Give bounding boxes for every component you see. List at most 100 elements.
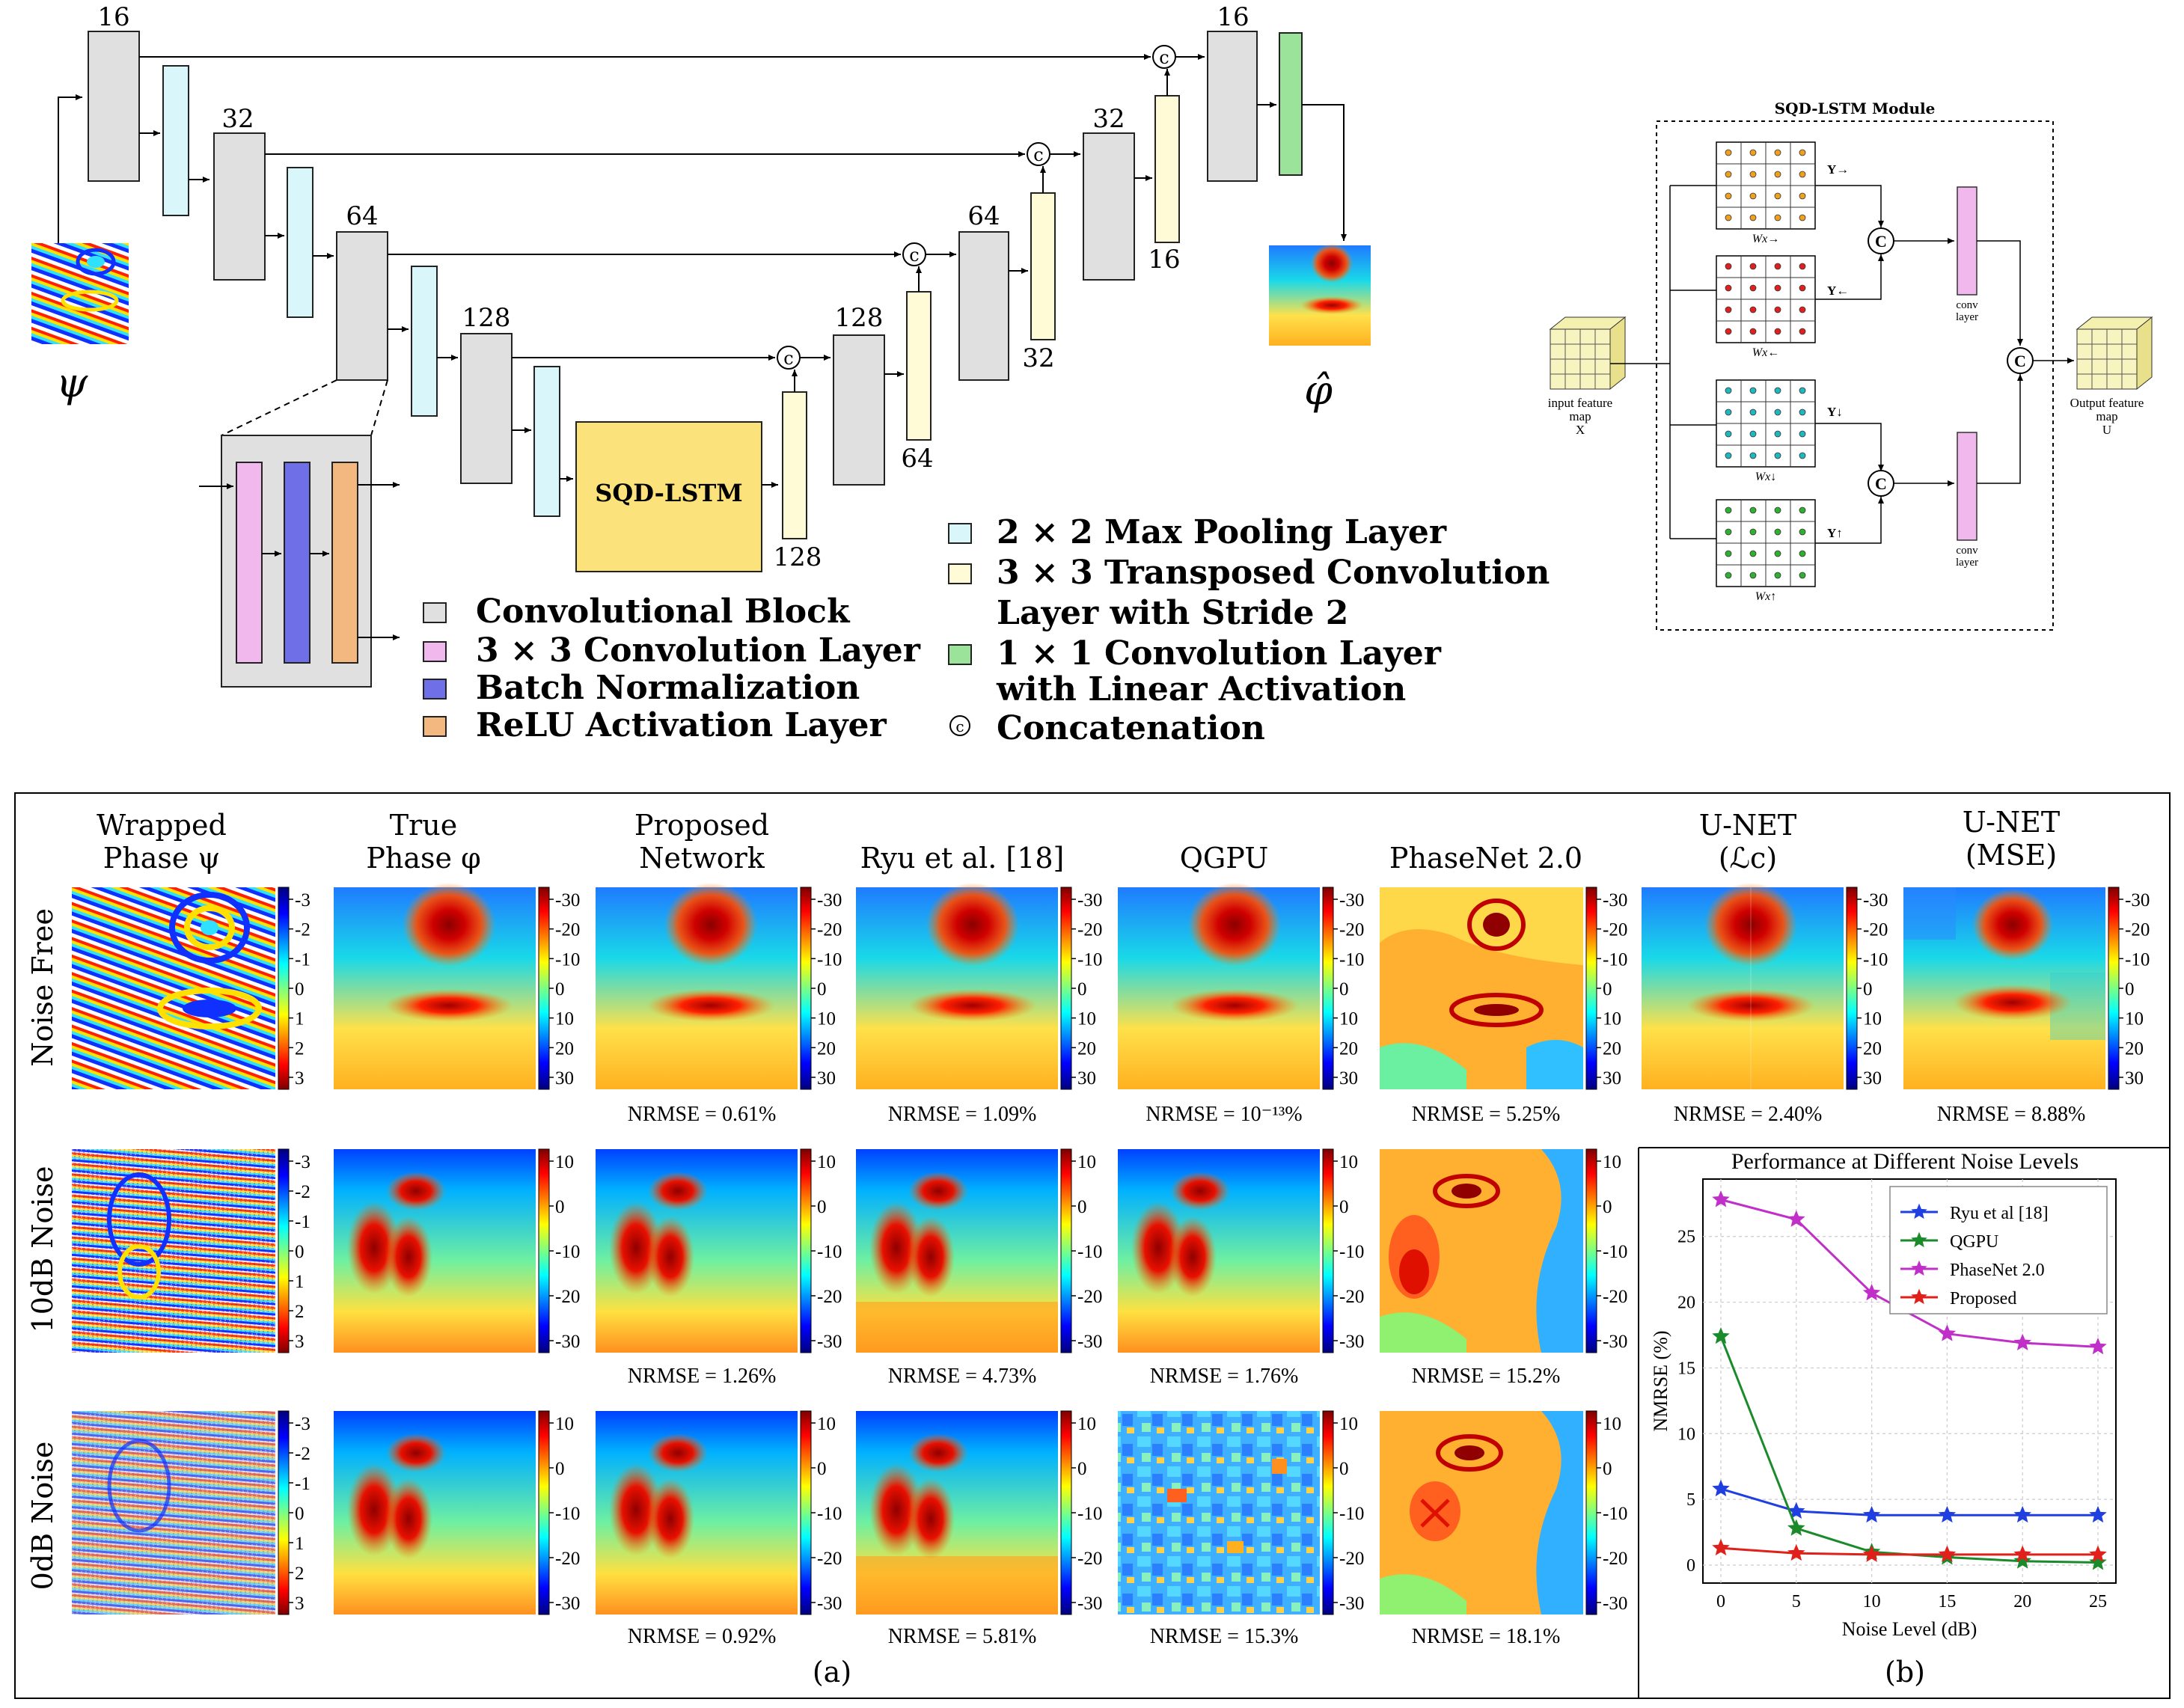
upconv-64: [906, 291, 932, 441]
nrmse-r1-ryu: NRMSE = 1.09%: [888, 1103, 1037, 1126]
sqd-conv1-label-1: conv: [1956, 299, 1978, 311]
series-0-point: [1712, 1479, 1730, 1497]
upconv-32: [1030, 192, 1056, 340]
cb-phase-r3-4-tick-label: 10: [1603, 1414, 1621, 1434]
cb-phase-r3-2-tick-label: 0: [1077, 1459, 1087, 1479]
enc-ch-32: 32: [221, 104, 254, 134]
detail-batchnorm: [284, 462, 311, 664]
cb-phase-r3-4-tick-label: -20: [1603, 1549, 1627, 1569]
cb-phase-r2-4-tick-label: 10: [1603, 1152, 1621, 1172]
cb-phase-r1-1-tick-label: -20: [817, 920, 842, 940]
cb-phase-r1-1-tick-label: -10: [817, 949, 842, 970]
cb-phase-r2-1-tick-label: 0: [817, 1197, 827, 1217]
grid-left: [1716, 255, 1816, 343]
row-10db: 10dB Noise: [26, 1166, 59, 1333]
sqd-lstm-label: SQD-LSTM: [595, 479, 742, 507]
input-label-3: X: [1576, 423, 1585, 437]
concat-node-3-symbol: c: [1033, 144, 1043, 165]
input-psi-label: ψ: [56, 359, 88, 406]
cb-phase-r1-3-tick-label: 0: [1339, 979, 1349, 1000]
cb-wrapped-r3-tick-label: 1: [295, 1534, 305, 1554]
row3-proposed: [596, 1411, 798, 1614]
output-phase-image: [1269, 244, 1371, 346]
cb-phase-r3-0-tick-label: -20: [555, 1549, 580, 1569]
nrmse-r1-unet-mse: NRMSE = 8.88%: [1937, 1103, 2086, 1126]
cb-wrapped-r1-tick-label: -3: [295, 890, 311, 910]
series-3-point: [1938, 1545, 1957, 1562]
series-3-point: [1787, 1543, 1805, 1561]
cb-wrapped-r2-tick-label: 2: [295, 1302, 305, 1322]
up-ch-64: 64: [901, 444, 933, 474]
legend-marker-1: [1911, 1231, 1927, 1248]
legend-concat: Concatenation: [997, 709, 1265, 747]
w-left: Wx←: [1752, 346, 1779, 359]
cb-phase-r1-4-tick-label: -30: [1603, 890, 1627, 910]
y-down: Y↓: [1827, 405, 1843, 419]
unet-architecture: ψ 16 32 64 128 SQD-LSTM 128 c: [31, 2, 1550, 747]
nrmse-r1-phasenet: NRMSE = 5.25%: [1412, 1103, 1561, 1126]
sqd-lstm-block: [575, 421, 762, 572]
cb-phase-r1-4-tick-label: 0: [1603, 979, 1612, 1000]
col-proposed-l1: Proposed: [634, 809, 769, 842]
cb-phase-r2-4-tick-label: -20: [1603, 1287, 1627, 1307]
cb-phase-r1-0-tick-label: 30: [555, 1068, 574, 1089]
colorbar-ticks: -3-2-10123-3-2-10123-3-2-10123-30-20-100…: [289, 890, 2150, 1614]
nrmse-r1-qgpu: NRMSE = 10⁻¹³%: [1145, 1103, 1302, 1126]
cb-phase-r3-0-tick-label: 10: [555, 1414, 574, 1434]
w-up: Wx↑: [1755, 590, 1776, 603]
cb-phase-r1-5-tick-label: 20: [1863, 1038, 1882, 1059]
cb-phase-r3-1-tick-label: -10: [817, 1504, 842, 1524]
cb-phase-r3-3-tick-label: 0: [1339, 1459, 1349, 1479]
sqd-concat-1-symbol: C: [1875, 232, 1887, 251]
legend-label-0: Ryu et al [18]: [1950, 1204, 2049, 1223]
w-down: Wx↓: [1755, 471, 1776, 483]
legend-label-2: PhaseNet 2.0: [1950, 1261, 2045, 1280]
legend-conv-block: Convolutional Block: [476, 593, 851, 631]
y-tick-label: 0: [1686, 1556, 1695, 1576]
output-feature-cube: [2076, 316, 2153, 391]
cb-phase-r2-4-tick-label: -10: [1603, 1242, 1627, 1262]
cb-phase-r2-3-tick-label: -30: [1339, 1332, 1364, 1352]
nrmse-r3-qgpu: NRMSE = 15.3%: [1150, 1625, 1299, 1648]
enc-ch-16: 16: [97, 2, 129, 32]
sqd-lstm-module: SQD-LSTM Module input feature map X Outp…: [1548, 100, 2153, 631]
cb-phase-r3-3-tick-label: -30: [1339, 1594, 1364, 1614]
series-2-point: [1862, 1283, 1881, 1301]
cb-phase-r1-2-tick-label: -20: [1077, 920, 1102, 940]
dec-ch-128: 128: [835, 303, 884, 333]
cb-phase-r1-4-tick-label: -10: [1603, 949, 1627, 970]
cb-phase-r1-6-tick-label: 30: [2125, 1068, 2144, 1089]
cb-phase-r3-2-tick-label: 10: [1077, 1414, 1096, 1434]
legend-label-3: Proposed: [1950, 1289, 2016, 1308]
cb-phase-r1-2-tick-label: 0: [1077, 979, 1087, 1000]
col-true-l2: Phase φ: [366, 842, 480, 875]
cb-wrapped-r3-tick-label: -1: [295, 1474, 311, 1494]
series-2-point: [2089, 1337, 2107, 1355]
cb-phase-r1-0-tick-label: -10: [555, 949, 580, 970]
cb-phase-r2-1-tick-label: -30: [817, 1332, 842, 1352]
enc-ch-64: 64: [346, 201, 378, 231]
maxpool-3: [411, 266, 438, 417]
cb-wrapped-r1-tick-label: 1: [295, 1009, 305, 1029]
row1-qgpu: [1118, 883, 1320, 1089]
col-proposed-l2: Network: [639, 842, 765, 875]
legend-marker-0: [1911, 1203, 1927, 1219]
output-label-2: map: [2096, 409, 2117, 423]
up-ch-16: 16: [1148, 245, 1180, 275]
cb-phase-r1-2-tick-label: -10: [1077, 949, 1102, 970]
dec-ch-64: 64: [967, 201, 1000, 231]
cb-wrapped-r1-tick-label: 3: [295, 1068, 305, 1089]
cb-wrapped-r1-tick-label: 2: [295, 1038, 305, 1059]
cb-phase-r2-0-tick-label: -30: [555, 1332, 580, 1352]
cb-wrapped-r2-tick-label: -1: [295, 1212, 311, 1232]
cb-phase-r1-1-tick-label: 30: [817, 1068, 836, 1089]
cb-wrapped-r1-tick-label: -2: [295, 920, 311, 940]
cb-phase-r2-2-tick-label: -30: [1077, 1332, 1102, 1352]
sqd-concat-2-symbol: C: [1875, 474, 1887, 493]
grid-right: [1716, 141, 1816, 230]
legend-marker-2: [1911, 1260, 1927, 1276]
series-0-point: [2013, 1505, 2031, 1523]
col-unet-lc-l2: (ℒc): [1719, 842, 1777, 875]
cb-phase-r1-3-tick-label: 20: [1339, 1038, 1358, 1059]
cb-wrapped-r2-tick-label: 1: [295, 1272, 305, 1292]
